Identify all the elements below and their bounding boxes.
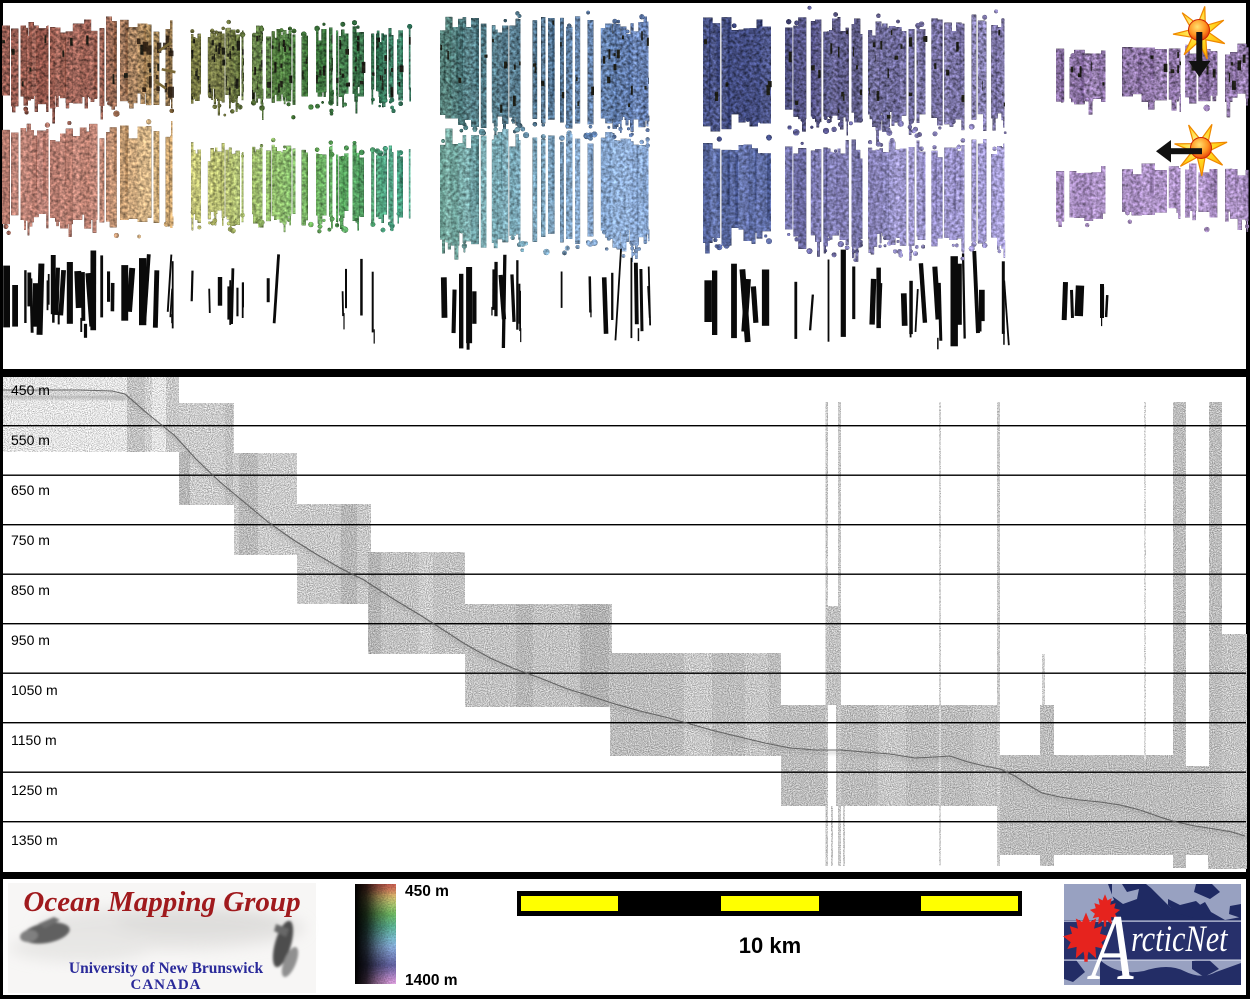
svg-text:1400 m: 1400 m <box>405 972 458 989</box>
svg-text:1350 m: 1350 m <box>11 832 58 848</box>
svg-text:rcticNet: rcticNet <box>1131 919 1229 959</box>
svg-text:University of New Brunswick: University of New Brunswick <box>69 960 264 977</box>
svg-text:1050 m: 1050 m <box>11 682 58 698</box>
svg-text:750 m: 750 m <box>11 532 50 548</box>
svg-text:1250 m: 1250 m <box>11 782 58 798</box>
svg-text:950 m: 950 m <box>11 632 50 648</box>
svg-text:10 km: 10 km <box>739 933 801 958</box>
svg-text:Ocean Mapping Group: Ocean Mapping Group <box>23 886 300 918</box>
svg-text:550 m: 550 m <box>11 432 50 448</box>
svg-text:1150 m: 1150 m <box>11 732 57 748</box>
svg-text:450 m: 450 m <box>11 382 50 398</box>
svg-text:450 m: 450 m <box>405 883 449 900</box>
svg-text:A: A <box>1087 895 1134 999</box>
svg-text:CANADA: CANADA <box>131 977 202 993</box>
svg-text:650 m: 650 m <box>11 482 50 498</box>
svg-text:850 m: 850 m <box>11 582 50 598</box>
